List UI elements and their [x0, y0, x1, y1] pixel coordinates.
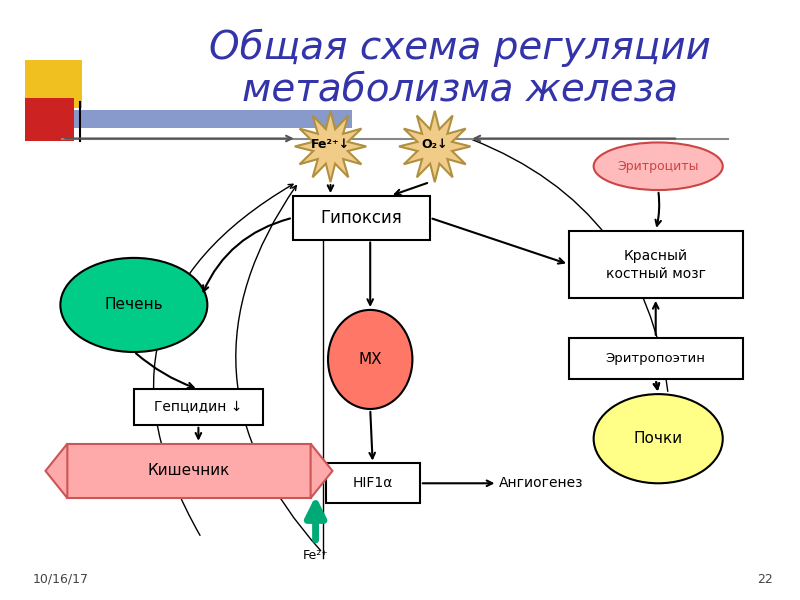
Bar — [569, 338, 742, 379]
Text: Красный: Красный — [624, 250, 688, 263]
Text: Печень: Печень — [105, 298, 163, 313]
Bar — [569, 230, 742, 298]
Text: Почки: Почки — [634, 431, 682, 446]
Text: Эритропоэтин: Эритропоэтин — [606, 352, 706, 365]
Polygon shape — [399, 111, 470, 182]
Text: 22: 22 — [757, 573, 772, 586]
Bar — [25, 110, 352, 128]
Text: Fe²⁺↓: Fe²⁺↓ — [311, 138, 350, 151]
Bar — [326, 463, 420, 503]
Ellipse shape — [328, 310, 413, 409]
Ellipse shape — [60, 258, 207, 352]
Text: HIF1α: HIF1α — [353, 476, 393, 490]
Bar — [293, 196, 430, 239]
Text: Ангиогенез: Ангиогенез — [499, 476, 584, 490]
Text: Эритроциты: Эритроциты — [618, 160, 699, 173]
Ellipse shape — [594, 394, 722, 483]
Text: Общая схема регуляции: Общая схема регуляции — [209, 28, 710, 67]
Bar — [25, 60, 82, 108]
Text: Гепцидин ↓: Гепцидин ↓ — [154, 400, 242, 414]
Text: Кишечник: Кишечник — [148, 463, 230, 478]
Text: 10/16/17: 10/16/17 — [33, 573, 89, 586]
Ellipse shape — [594, 142, 722, 190]
Bar — [67, 443, 310, 498]
Text: O₂↓: O₂↓ — [422, 138, 448, 151]
Text: Fe²⁺: Fe²⁺ — [302, 549, 329, 562]
Text: костный мозг: костный мозг — [606, 267, 706, 281]
Bar — [25, 98, 74, 142]
Polygon shape — [310, 443, 333, 498]
Text: метаболизма железа: метаболизма железа — [242, 71, 678, 109]
Polygon shape — [294, 111, 366, 182]
Text: Гипоксия: Гипоксия — [320, 209, 402, 227]
Bar — [134, 389, 263, 425]
Polygon shape — [46, 443, 67, 498]
Text: МХ: МХ — [358, 352, 382, 367]
